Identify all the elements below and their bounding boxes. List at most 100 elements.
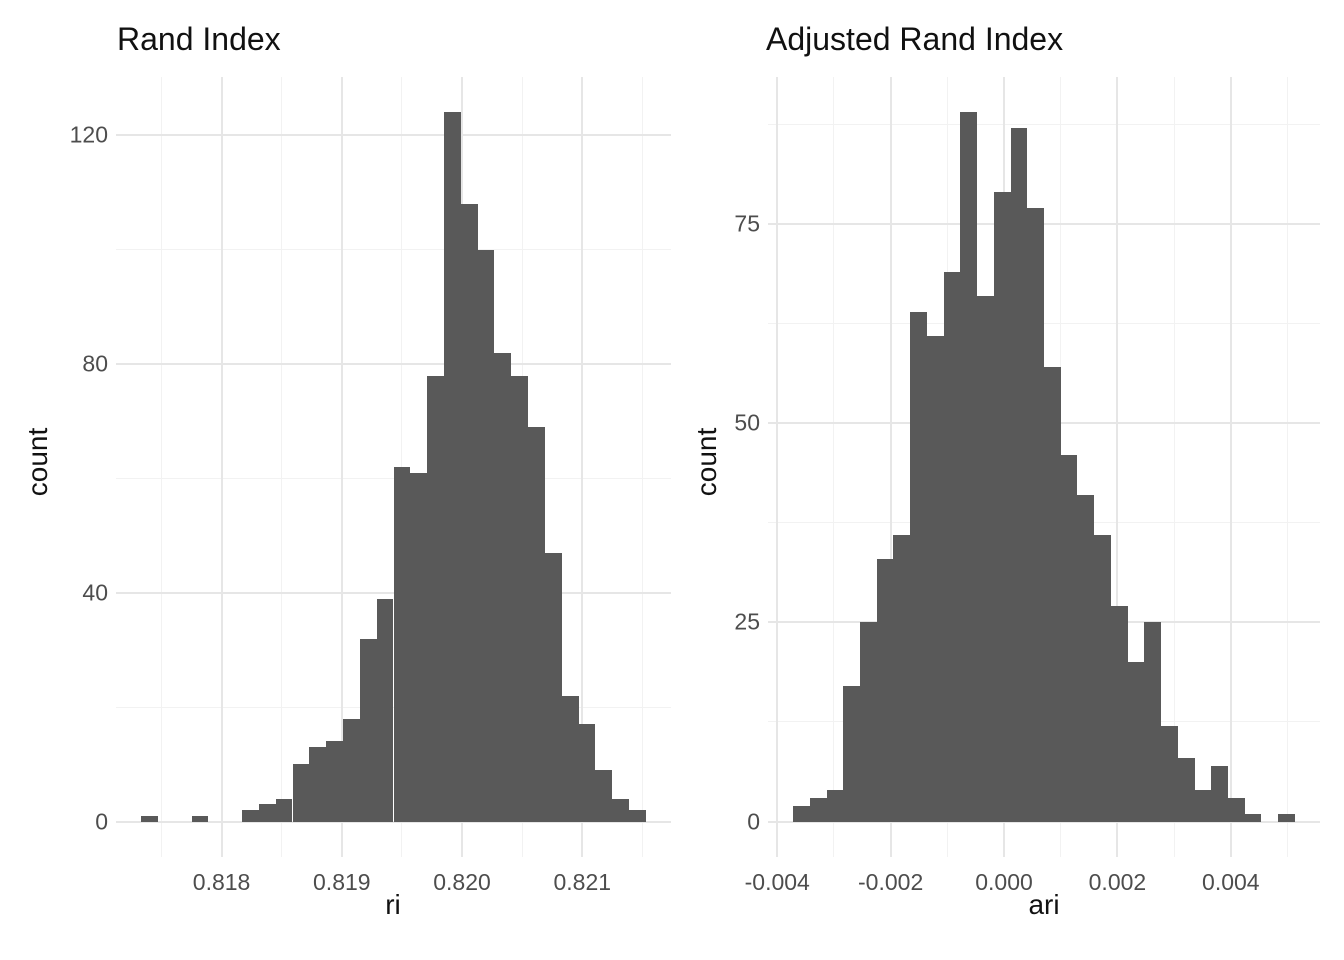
x-minor-gridline: [833, 77, 835, 857]
y-major-gridline: [768, 820, 1320, 823]
histogram-bar: [1227, 797, 1245, 822]
histogram-bar: [511, 375, 529, 822]
y-tick-label: 0: [747, 808, 760, 835]
histogram-bar: [292, 764, 310, 822]
histogram-bar: [860, 622, 877, 822]
histogram-bar: [1278, 813, 1295, 822]
histogram-bar: [410, 472, 428, 822]
x-tick-label: 0.819: [313, 869, 371, 895]
x-tick-label: 0.820: [433, 869, 491, 895]
x-major-gridline: [1116, 77, 1119, 857]
histogram-bar: [242, 810, 259, 822]
histogram-bar: [893, 534, 911, 822]
x-major-gridline: [776, 77, 779, 857]
x-tick-label: 0.818: [192, 869, 251, 895]
x-tick-label: 0.000: [975, 869, 1033, 895]
histogram-bar: [258, 804, 276, 822]
x-major-gridline: [340, 77, 343, 857]
x-tick-label: 0.821: [553, 869, 612, 895]
histogram-bar: [376, 598, 394, 822]
histogram-bar: [326, 741, 343, 822]
histogram-bar: [561, 695, 579, 822]
histogram-bar: [477, 249, 495, 822]
x-major-gridline: [581, 77, 584, 857]
histogram-bar: [977, 295, 994, 822]
histogram-bar: [1110, 606, 1128, 822]
histogram-bar: [578, 724, 596, 822]
histogram-bar: [843, 686, 860, 822]
histogram-bar: [393, 467, 411, 822]
histogram-bar: [809, 797, 827, 822]
y-tick-label: 80: [82, 350, 108, 377]
histogram-bar: [876, 558, 894, 822]
x-minor-gridline: [1287, 77, 1288, 857]
histogram-bar: [960, 112, 978, 822]
histogram-bar: [309, 747, 327, 822]
histogram-bar: [793, 805, 810, 822]
histogram-bar: [943, 271, 961, 822]
y-tick-label: 50: [734, 409, 760, 436]
histogram-bar: [1161, 725, 1178, 822]
y-tick-label: 40: [82, 579, 108, 606]
histogram-bar: [1194, 789, 1212, 822]
histogram-bar: [141, 815, 158, 822]
x-minor-gridline: [1173, 77, 1175, 857]
y-tick-label: 120: [69, 121, 108, 148]
y-minor-gridline: [768, 123, 1320, 125]
right-x-axis-title: ari: [1028, 889, 1060, 920]
histogram-bar: [1044, 367, 1061, 822]
x-major-gridline: [889, 77, 892, 857]
histogram-bar: [359, 638, 377, 822]
histogram-bar: [494, 352, 512, 822]
histogram-bar: [1077, 494, 1095, 822]
histogram-bar: [275, 798, 293, 822]
histogram-bar: [910, 311, 927, 822]
y-tick-label: 0: [95, 808, 108, 835]
histogram-bar: [427, 375, 444, 822]
histogram-bar: [528, 426, 545, 822]
histogram-bar: [544, 552, 562, 822]
histogram-bar: [612, 798, 630, 822]
histogram-bar: [343, 718, 360, 822]
histogram-bar: [1177, 757, 1195, 822]
x-minor-gridline: [281, 77, 283, 857]
left-y-axis-title: count: [22, 427, 53, 497]
x-minor-gridline: [160, 77, 162, 857]
x-major-gridline: [220, 77, 223, 857]
histogram-bar: [1027, 208, 1044, 822]
histogram-bar: [1060, 455, 1078, 822]
y-tick-label: 25: [734, 608, 760, 635]
y-major-gridline: [116, 134, 671, 137]
left-x-axis-title: ri: [385, 889, 401, 920]
histogram-bar: [1144, 622, 1162, 822]
histogram-bar: [1127, 662, 1145, 822]
y-minor-gridline: [116, 249, 671, 251]
left-plot-title: Rand Index: [117, 21, 281, 57]
histogram-bar: [629, 810, 646, 822]
x-tick-label: 0.002: [1088, 869, 1147, 895]
histogram-bar: [460, 203, 478, 822]
right-y-axis-title: count: [691, 427, 722, 497]
y-major-gridline: [116, 363, 671, 366]
histogram-bar: [595, 770, 613, 822]
histogram-bar: [993, 192, 1011, 822]
y-major-gridline: [768, 222, 1320, 225]
y-minor-gridline: [768, 323, 1320, 325]
histogram-bar: [443, 112, 461, 822]
histogram-bar: [926, 335, 944, 822]
histogram-bar: [826, 789, 844, 822]
histogram-bar: [191, 815, 209, 822]
right-plot-title: Adjusted Rand Index: [766, 21, 1064, 57]
x-tick-label: -0.004: [744, 869, 810, 895]
histogram-bar: [1244, 813, 1262, 822]
y-tick-label: 75: [734, 210, 760, 237]
x-minor-gridline: [641, 77, 643, 857]
histogram-bar: [1211, 765, 1228, 822]
histogram-bar: [1094, 534, 1111, 822]
y-major-gridline: [116, 820, 671, 823]
x-major-gridline: [1229, 77, 1232, 857]
x-tick-label: 0.004: [1202, 869, 1260, 895]
x-tick-label: -0.002: [858, 869, 924, 895]
histogram-bar: [1010, 128, 1028, 822]
